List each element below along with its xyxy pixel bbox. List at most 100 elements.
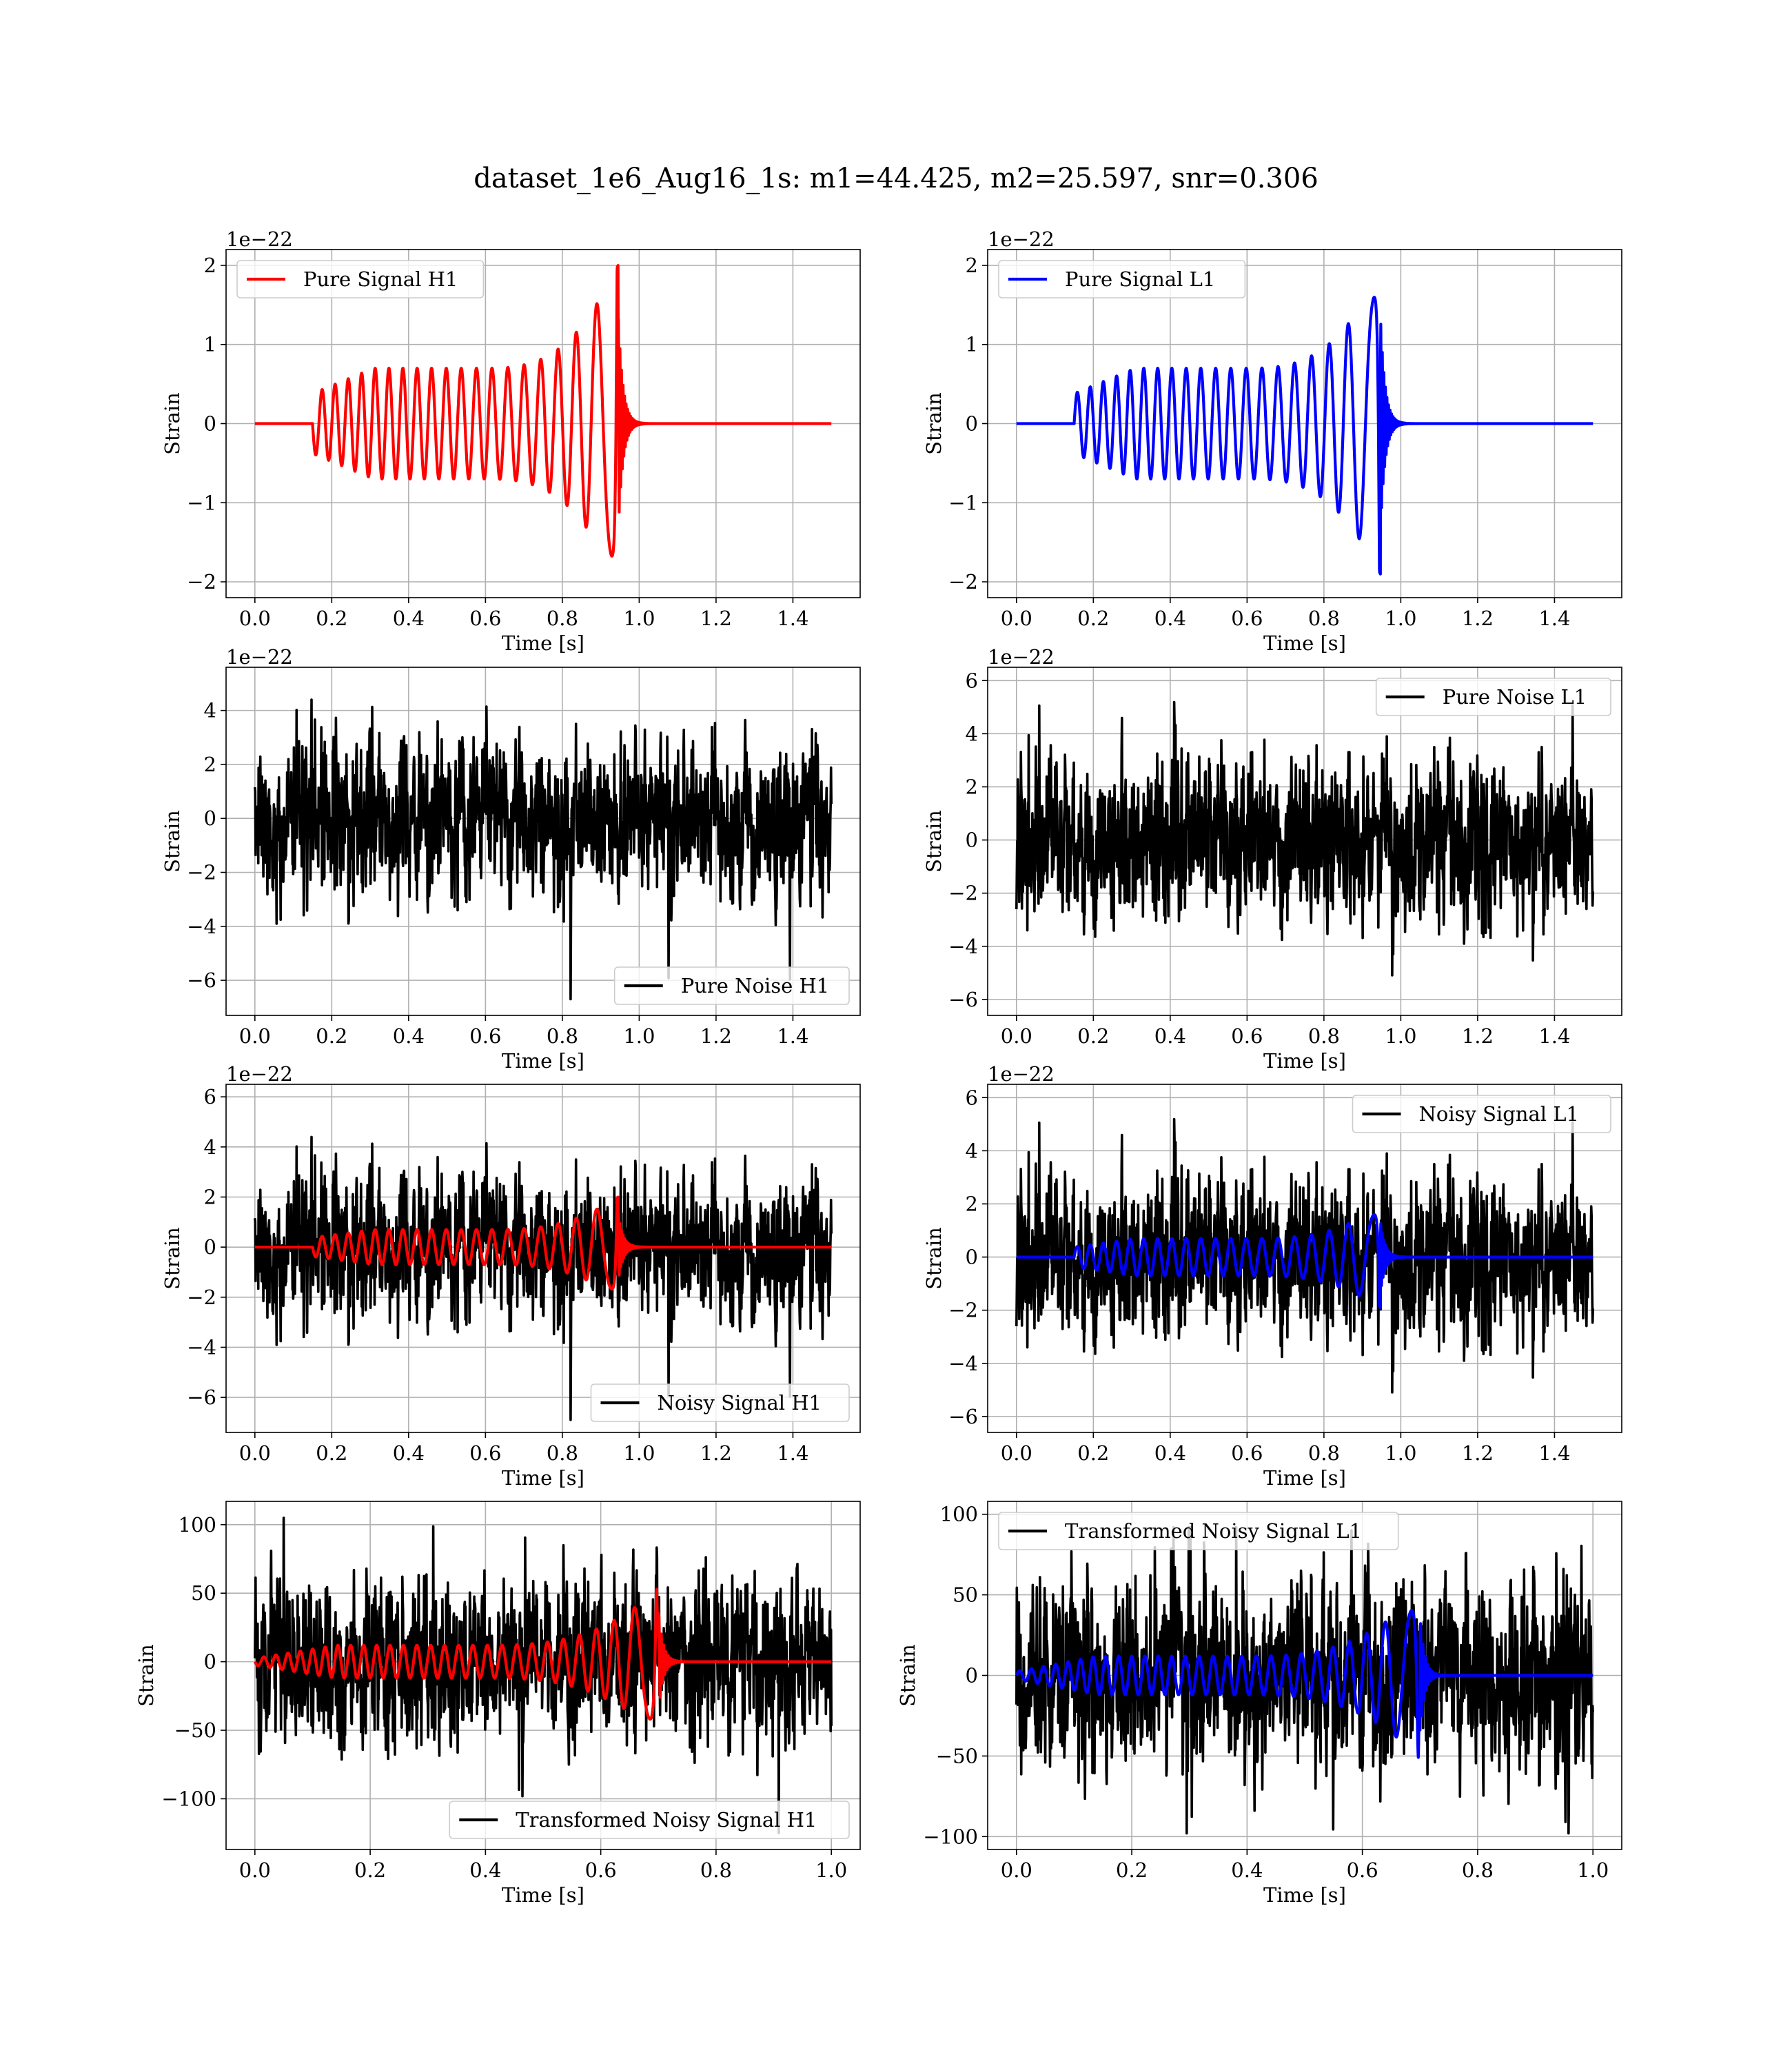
x-tick-label: 0.4 (393, 1441, 425, 1465)
y-tick-label: 1 (204, 333, 216, 356)
y-tick-label: 6 (966, 669, 978, 692)
x-tick-label: 1.0 (623, 1024, 655, 1048)
legend: Pure Signal H1 (236, 260, 485, 298)
y-tick-label: −100 (923, 1825, 978, 1848)
axes-frame (987, 1084, 1622, 1433)
x-tick-label: 0.6 (1231, 1441, 1263, 1465)
legend: Transformed Noisy Signal H1 (449, 1801, 850, 1839)
legend: Noisy Signal H1 (590, 1383, 850, 1422)
x-tick-label: 0.8 (1308, 607, 1340, 630)
x-tick-label: 0.2 (316, 1441, 347, 1465)
x-tick-label: 1.4 (777, 607, 808, 630)
y-tick-label: −4 (948, 935, 978, 958)
y-axis-label: Strain (161, 810, 184, 873)
y-tick-label: −4 (187, 915, 216, 938)
y-tick-label: 100 (179, 1513, 216, 1537)
x-tick-label: 0.4 (1154, 1024, 1186, 1048)
x-tick-label: 0.2 (1116, 1858, 1148, 1882)
x-tick-label: 0.2 (316, 1024, 347, 1048)
x-tick-label: 1.2 (700, 1441, 732, 1465)
subplot-transformed-noisy-signal-h1: 0.0 0.2 0.4 0.6 0.8 1.0 −100 −50 0 50 100 Time [s] S… (134, 1501, 861, 1907)
y-tick-label: −100 (161, 1787, 216, 1810)
series-line-1 (1015, 1213, 1594, 1309)
series-line-1 (254, 1195, 833, 1291)
y-offset-text: 1e−22 (988, 1062, 1055, 1086)
y-tick-label: 0 (966, 829, 978, 852)
legend-box (613, 966, 850, 1005)
subplot-noisy-signal-h1: 0.0 0.2 0.4 0.6 0.8 1.0 1.2 1.4 −6 −4 −2 0 2 4 6 Time [… (161, 1062, 861, 1490)
legend: Noisy Signal L1 (1352, 1095, 1611, 1133)
y-tick-label: −1 (948, 491, 978, 514)
x-tick-label: 0.4 (469, 1858, 501, 1882)
x-tick-label: 1.0 (1385, 1441, 1416, 1465)
series-group (1015, 700, 1594, 977)
x-axis-label: Time [s] (1263, 631, 1346, 655)
x-tick-label: 0.2 (1077, 607, 1109, 630)
y-tick-label: −1 (187, 491, 216, 514)
axes-frame (225, 1084, 861, 1433)
y-tick-label: 6 (204, 1085, 216, 1108)
series-line-0 (254, 1135, 833, 1421)
y-axis-label: Strain (161, 392, 184, 455)
x-tick-label: 0.0 (1001, 1441, 1032, 1465)
subplot-noisy-signal-l1: 0.0 0.2 0.4 0.6 0.8 1.0 1.2 1.4 −6 −4 −2 0 2 4 6 Time [… (922, 1062, 1622, 1490)
subplot-pure-signal-l1: 0.0 0.2 0.4 0.6 0.8 1.0 1.2 1.4 −2 −1 0 1 2 Time [s] S… (922, 227, 1622, 655)
y-axis-label: Strain (896, 1644, 919, 1707)
x-tick-label: 0.4 (1231, 1858, 1263, 1882)
axes-frame (225, 1501, 861, 1850)
y-offset-text: 1e−22 (226, 645, 293, 669)
y-offset-text: 1e−22 (226, 227, 293, 251)
series-group (1015, 1117, 1594, 1394)
y-tick-label: 4 (966, 722, 978, 745)
series-line-0 (1015, 1117, 1594, 1394)
y-tick-label: 0 (204, 412, 216, 436)
y-tick-label: 2 (204, 254, 216, 277)
x-tick-label: 0.4 (393, 1024, 425, 1048)
legend-label: Noisy Signal H1 (658, 1391, 822, 1415)
y-tick-label: −4 (948, 1352, 978, 1375)
x-tick-label: 0.6 (469, 607, 501, 630)
legend-box (998, 260, 1246, 298)
x-tick-label: 1.4 (1538, 1441, 1570, 1465)
x-tick-label: 1.4 (1538, 1024, 1570, 1048)
subplot-pure-noise-h1: 0.0 0.2 0.4 0.6 0.8 1.0 1.2 1.4 −6 −4 −2 0 2 4 Time [s… (161, 645, 861, 1073)
x-tick-label: 0.0 (1001, 1858, 1032, 1882)
x-tick-label: 1.0 (815, 1858, 847, 1882)
x-tick-label: 0.8 (700, 1858, 732, 1882)
y-offset-text: 1e−22 (226, 1062, 293, 1086)
series-line-0 (1015, 700, 1594, 977)
y-tick-label: 0 (204, 1235, 216, 1259)
y-axis-label: Strain (922, 810, 946, 873)
y-tick-label: 2 (204, 1185, 216, 1208)
x-tick-label: 0.0 (239, 1441, 271, 1465)
x-tick-label: 0.6 (469, 1024, 501, 1048)
series-group (1015, 296, 1594, 576)
x-tick-label: 0.6 (1347, 1858, 1378, 1882)
x-tick-label: 0.2 (354, 1858, 386, 1882)
x-axis-label: Time [s] (1263, 1049, 1346, 1073)
y-tick-label: −2 (948, 882, 978, 905)
legend-label: Transformed Noisy Signal L1 (1065, 1519, 1362, 1543)
series-group (254, 1135, 833, 1421)
y-tick-label: 0 (966, 412, 978, 436)
legend-label: Transformed Noisy Signal H1 (516, 1808, 817, 1832)
x-axis-label: Time [s] (1263, 1466, 1346, 1490)
y-tick-label: 0 (966, 1664, 978, 1687)
x-tick-label: 0.0 (1001, 607, 1032, 630)
x-tick-label: 0.6 (469, 1441, 501, 1465)
legend: Pure Noise H1 (613, 966, 850, 1005)
x-axis-label: Time [s] (502, 1883, 584, 1907)
y-tick-label: 2 (966, 775, 978, 798)
axes-frame (225, 667, 861, 1016)
x-tick-label: 0.0 (239, 1858, 271, 1882)
y-tick-label: 6 (966, 1086, 978, 1109)
y-tick-label: 2 (966, 1192, 978, 1215)
y-tick-label: 0 (966, 1246, 978, 1269)
y-tick-label: −6 (187, 1386, 216, 1409)
series-line-1 (1015, 1608, 1594, 1759)
y-tick-label: −6 (948, 988, 978, 1011)
x-tick-label: 0.8 (547, 607, 578, 630)
x-tick-label: 1.2 (700, 1024, 732, 1048)
series-line-0 (1015, 296, 1594, 576)
